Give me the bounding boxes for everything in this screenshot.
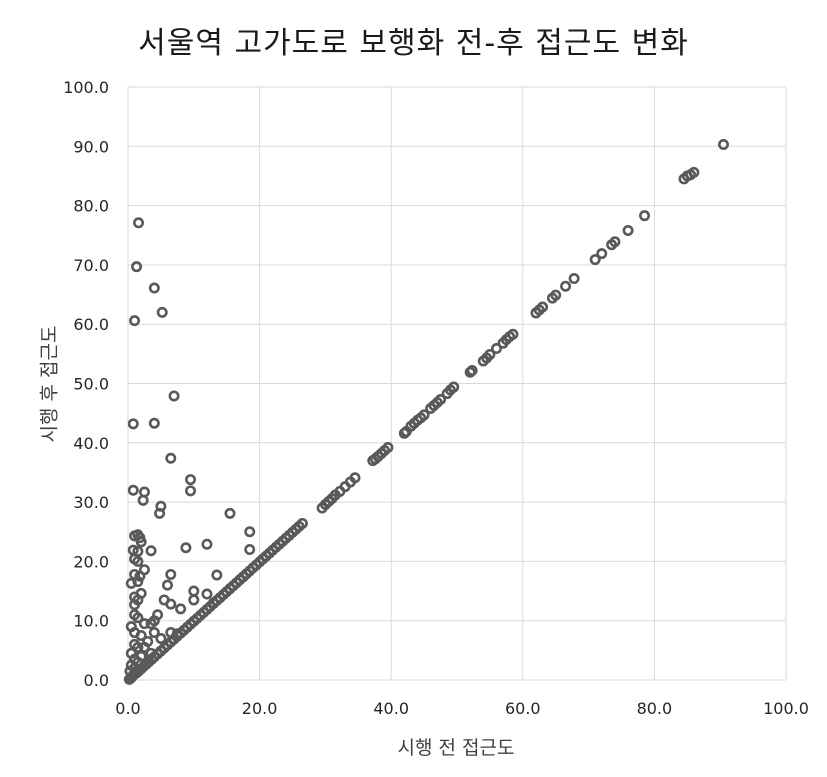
data-point bbox=[145, 545, 157, 557]
data-point bbox=[560, 280, 572, 292]
y-tick-label: 40.0 bbox=[73, 434, 109, 453]
x-tick-label: 20.0 bbox=[242, 699, 278, 718]
data-point bbox=[188, 594, 200, 606]
data-point bbox=[165, 627, 177, 639]
data-point bbox=[135, 587, 147, 599]
data-point bbox=[296, 517, 308, 529]
data-point bbox=[132, 555, 144, 567]
data-point bbox=[180, 542, 192, 554]
y-tick-label: 90.0 bbox=[73, 137, 109, 156]
data-point bbox=[124, 665, 136, 677]
y-tick-label: 80.0 bbox=[73, 197, 109, 216]
data-point bbox=[148, 627, 160, 639]
data-point bbox=[185, 485, 197, 497]
data-point bbox=[165, 598, 177, 610]
data-point bbox=[132, 641, 144, 653]
data-point bbox=[717, 139, 729, 151]
x-tick-label: 100.0 bbox=[763, 699, 809, 718]
data-point bbox=[466, 364, 478, 376]
data-point bbox=[127, 484, 139, 496]
grid-lines bbox=[127, 86, 787, 681]
data-point bbox=[418, 409, 430, 421]
data-point bbox=[132, 576, 144, 588]
data-point bbox=[537, 301, 549, 313]
data-point bbox=[507, 328, 519, 340]
data-point bbox=[161, 579, 173, 591]
data-point bbox=[154, 507, 166, 519]
chart-title: 서울역 고가도로 보행화 전-후 접근도 변화 bbox=[138, 26, 689, 61]
data-point bbox=[165, 568, 177, 580]
x-tick-label: 60.0 bbox=[505, 699, 541, 718]
data-point bbox=[448, 381, 460, 393]
data-point bbox=[589, 254, 601, 266]
data-point bbox=[148, 417, 160, 429]
data-point bbox=[168, 390, 180, 402]
data-point bbox=[137, 494, 149, 506]
data-point bbox=[550, 289, 562, 301]
data-point bbox=[596, 248, 608, 260]
x-tick-label: 0.0 bbox=[115, 699, 140, 718]
data-point bbox=[484, 348, 496, 360]
data-point bbox=[171, 628, 183, 640]
y-tick-label: 20.0 bbox=[73, 552, 109, 571]
x-tick-label: 80.0 bbox=[637, 699, 673, 718]
data-point bbox=[131, 261, 143, 273]
data-point bbox=[148, 282, 160, 294]
data-point bbox=[201, 538, 213, 550]
y-tick-label: 60.0 bbox=[73, 315, 109, 334]
data-point bbox=[201, 588, 213, 600]
data-point bbox=[349, 472, 361, 484]
data-point bbox=[382, 442, 394, 454]
y-tick-label: 70.0 bbox=[73, 256, 109, 275]
y-tick-label: 50.0 bbox=[73, 375, 109, 394]
data-point bbox=[133, 217, 145, 229]
data-point bbox=[142, 635, 154, 647]
x-axis-tick-labels: 0.0 20.0 40.0 60.0 80.0 100.0 bbox=[115, 699, 809, 718]
data-point bbox=[688, 166, 700, 178]
data-point bbox=[135, 630, 147, 642]
data-point bbox=[156, 306, 168, 318]
data-point bbox=[175, 603, 187, 615]
data-point bbox=[129, 599, 141, 611]
y-tick-label: 30.0 bbox=[73, 493, 109, 512]
y-tick-label: 10.0 bbox=[73, 612, 109, 631]
data-point bbox=[490, 343, 502, 355]
y-axis-tick-labels: 0.0 10.0 20.0 30.0 40.0 50.0 60.0 70.0 80.0 90.0 1… bbox=[63, 78, 109, 690]
data-points bbox=[123, 139, 729, 685]
data-point bbox=[132, 612, 144, 624]
data-point bbox=[568, 273, 580, 285]
data-point bbox=[185, 474, 197, 486]
data-point bbox=[609, 236, 621, 248]
data-point bbox=[435, 394, 447, 406]
data-point bbox=[129, 315, 141, 327]
data-point bbox=[145, 647, 157, 659]
data-point bbox=[152, 609, 164, 621]
data-point bbox=[244, 544, 256, 556]
data-point bbox=[125, 577, 137, 589]
data-point bbox=[639, 210, 651, 222]
data-point bbox=[138, 486, 150, 498]
data-point bbox=[188, 585, 200, 597]
data-point bbox=[165, 452, 177, 464]
data-point bbox=[211, 569, 223, 581]
data-point bbox=[127, 418, 139, 430]
x-tick-label: 40.0 bbox=[373, 699, 409, 718]
data-point bbox=[138, 618, 150, 630]
y-tick-label: 0.0 bbox=[84, 671, 109, 690]
data-point bbox=[134, 570, 146, 582]
data-point bbox=[208, 597, 220, 609]
data-point bbox=[244, 526, 256, 538]
data-point bbox=[155, 632, 167, 644]
y-tick-label: 100.0 bbox=[63, 78, 109, 97]
y-axis-title: 시행 후 접근도 bbox=[38, 325, 61, 443]
data-point bbox=[135, 536, 147, 548]
data-point bbox=[224, 507, 236, 519]
x-axis-title: 시행 전 접근도 bbox=[397, 737, 515, 759]
data-point bbox=[132, 656, 144, 668]
data-point bbox=[622, 225, 634, 237]
